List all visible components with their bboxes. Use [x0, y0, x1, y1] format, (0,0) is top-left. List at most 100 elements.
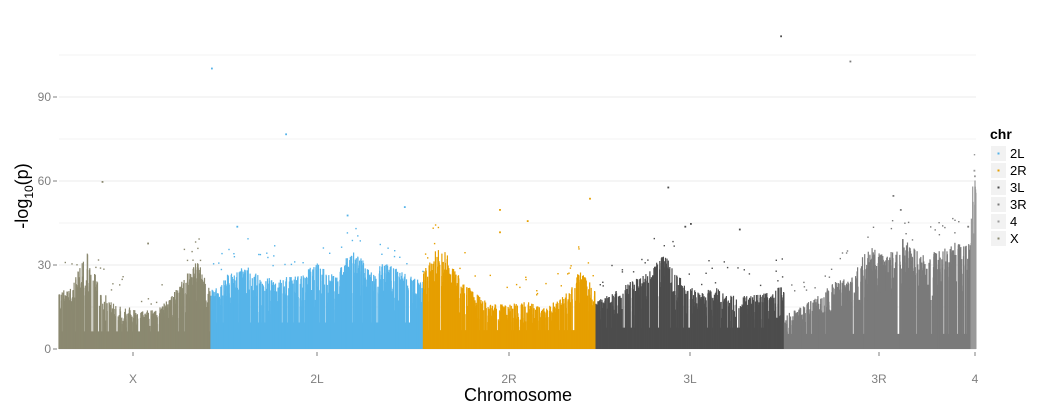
point — [942, 225, 944, 227]
point — [794, 290, 796, 292]
point — [97, 259, 100, 261]
y-tick-label: 60 — [38, 174, 52, 188]
point — [958, 221, 960, 223]
point-outlier — [499, 231, 501, 234]
point — [155, 301, 158, 304]
point — [890, 227, 893, 230]
point — [150, 303, 152, 305]
point — [872, 226, 875, 228]
point — [578, 248, 580, 250]
point — [406, 263, 408, 265]
chromosome-X-points — [58, 181, 211, 349]
point-outlier — [973, 169, 976, 172]
point — [199, 259, 202, 262]
point — [161, 284, 163, 286]
point — [663, 245, 665, 247]
point — [95, 266, 97, 269]
point-outlier — [211, 67, 213, 70]
point — [568, 272, 570, 274]
point — [621, 269, 624, 271]
point — [76, 264, 78, 266]
point — [266, 252, 268, 254]
point — [711, 267, 713, 269]
point — [329, 252, 331, 254]
point — [64, 261, 66, 264]
point — [424, 253, 427, 255]
point — [322, 247, 325, 249]
point — [708, 260, 710, 262]
y-tick-label: 0 — [44, 342, 51, 356]
point-outlier — [684, 225, 687, 228]
point — [781, 276, 784, 278]
point-outlier — [892, 195, 895, 197]
point — [930, 226, 932, 228]
point — [198, 238, 200, 240]
point — [952, 217, 954, 220]
point — [653, 237, 655, 240]
point-outlier — [403, 206, 406, 208]
point — [611, 264, 613, 267]
point — [644, 262, 646, 264]
point — [905, 233, 907, 235]
legend-swatch — [997, 152, 1000, 155]
point-outlier — [690, 223, 692, 225]
point — [781, 258, 783, 260]
legend-swatch — [997, 237, 1000, 240]
x-tick-label: X — [129, 372, 137, 386]
point — [911, 239, 914, 241]
point — [814, 287, 816, 289]
point — [519, 286, 521, 289]
point — [867, 236, 869, 238]
point — [433, 242, 436, 245]
point — [218, 262, 220, 264]
x-tick-label: 2R — [501, 372, 517, 386]
point-outlier — [236, 225, 239, 228]
point — [434, 224, 437, 226]
point — [602, 281, 604, 283]
point — [233, 253, 235, 255]
point — [346, 232, 349, 234]
point — [954, 219, 956, 221]
legend-label: 2R — [1010, 163, 1027, 178]
point-outlier — [667, 186, 670, 189]
point — [284, 263, 286, 266]
point — [824, 275, 826, 277]
point-outlier — [285, 133, 287, 136]
point — [828, 276, 831, 278]
point-outlier — [346, 214, 349, 217]
point — [759, 284, 762, 287]
point — [220, 268, 223, 271]
point — [290, 263, 293, 266]
point — [944, 226, 946, 229]
point — [212, 263, 215, 265]
point — [302, 262, 304, 264]
point — [904, 222, 906, 224]
point — [393, 255, 396, 258]
point — [294, 261, 296, 263]
point — [459, 267, 461, 270]
point — [723, 261, 725, 263]
point — [775, 259, 777, 261]
point-outlier — [499, 209, 501, 211]
point — [258, 253, 260, 256]
point — [726, 266, 729, 269]
point — [570, 265, 572, 267]
point — [938, 222, 940, 224]
point-outlier — [526, 220, 529, 222]
point — [112, 283, 114, 285]
point — [621, 271, 624, 273]
legend-label: 3L — [1010, 180, 1024, 195]
point — [536, 290, 538, 292]
point — [845, 252, 848, 254]
point — [777, 280, 779, 282]
x-axis-title: Chromosome — [464, 385, 572, 405]
point — [233, 256, 236, 258]
chromosome-4-points — [970, 154, 977, 349]
point — [891, 220, 894, 222]
point — [103, 268, 105, 270]
point — [394, 250, 396, 252]
point — [140, 300, 143, 303]
point — [464, 252, 466, 254]
point — [592, 275, 594, 277]
point-outlier — [589, 197, 591, 200]
